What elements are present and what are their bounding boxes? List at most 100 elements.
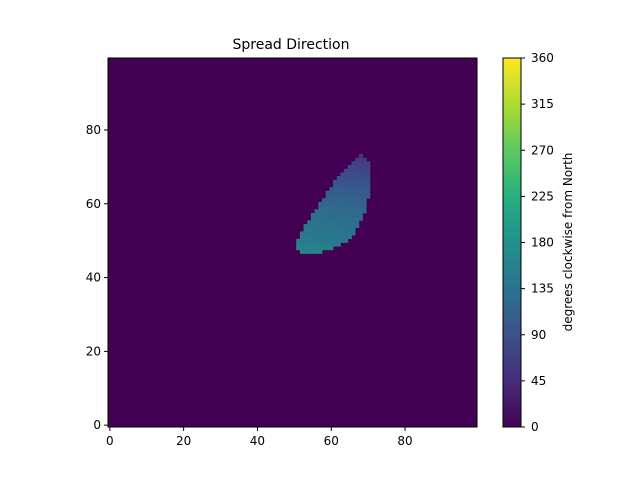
- colorbar-tick-label: 0: [531, 420, 539, 434]
- heatmap-cell: [325, 205, 330, 210]
- heatmap-cell: [333, 235, 338, 240]
- heatmap-cell: [362, 205, 367, 210]
- heatmap-cell: [318, 201, 323, 206]
- heatmap-cell: [333, 183, 338, 188]
- heatmap-cell: [336, 220, 341, 225]
- heatmap-cell: [347, 183, 352, 188]
- heatmap-cell: [355, 212, 360, 217]
- heatmap-cell: [355, 220, 360, 225]
- heatmap-cell: [314, 216, 319, 221]
- heatmap-cell: [307, 231, 312, 236]
- x-tick-label: 0: [106, 434, 114, 448]
- heatmap-cell: [314, 235, 319, 240]
- heatmap-cell: [344, 205, 349, 210]
- heatmap-cell: [347, 176, 352, 181]
- heatmap-cell: [347, 212, 352, 217]
- heatmap-cell: [336, 238, 341, 243]
- heatmap-cell: [329, 220, 334, 225]
- heatmap-cell: [307, 246, 312, 251]
- heatmap-cell: [307, 235, 312, 240]
- heatmap-cell: [358, 187, 363, 192]
- heatmap-cell: [336, 224, 341, 229]
- heatmap-cell: [299, 249, 304, 254]
- heatmap-cell: [322, 201, 327, 206]
- heatmap-cell: [344, 194, 349, 199]
- heatmap-cell: [355, 183, 360, 188]
- heatmap-cell: [325, 224, 330, 229]
- heatmap-cell: [344, 183, 349, 188]
- heatmap-cell: [347, 168, 352, 173]
- heatmap-cell: [347, 194, 352, 199]
- heatmap-cell: [355, 190, 360, 195]
- heatmap-cell: [347, 172, 352, 177]
- heatmap-cell: [310, 238, 315, 243]
- heatmap-cell: [351, 220, 356, 225]
- heatmap-cell: [362, 209, 367, 214]
- heatmap-cell: [340, 209, 345, 214]
- heatmap-cell: [362, 168, 367, 173]
- heatmap-cell: [340, 224, 345, 229]
- heatmap-cell: [310, 235, 315, 240]
- heatmap-cell: [358, 183, 363, 188]
- heatmap-cell: [366, 183, 371, 188]
- heatmap-cell: [336, 190, 341, 195]
- heatmap-cell: [351, 183, 356, 188]
- heatmap-cell: [344, 168, 349, 173]
- heatmap-cell: [340, 212, 345, 217]
- heatmap-cell: [303, 249, 308, 254]
- heatmap-cell: [355, 224, 360, 229]
- heatmap-cell: [318, 224, 323, 229]
- heatmap-cell: [362, 187, 367, 192]
- colorbar-tick-label: 225: [531, 189, 554, 203]
- heatmap-cell: [325, 238, 330, 243]
- heatmap-cell: [310, 249, 315, 254]
- heatmap-cell: [362, 176, 367, 181]
- heatmap-cell: [329, 198, 334, 203]
- heatmap-cell: [322, 216, 327, 221]
- x-tick-label: 60: [324, 434, 339, 448]
- heatmap-cell: [310, 246, 315, 251]
- heatmap-cell: [314, 231, 319, 236]
- heatmap-cell: [344, 198, 349, 203]
- heatmap-cell: [333, 194, 338, 199]
- heatmap-cell: [296, 242, 301, 247]
- heatmap-cell: [336, 205, 341, 210]
- heatmap-cell: [303, 224, 308, 229]
- heatmap-cell: [322, 235, 327, 240]
- heatmap-cell: [347, 205, 352, 210]
- heatmap-cell: [314, 212, 319, 217]
- heatmap-cell: [358, 176, 363, 181]
- heatmap-cell: [358, 168, 363, 173]
- heatmap-cell: [347, 165, 352, 169]
- heatmap-cell: [336, 179, 341, 184]
- heatmap-cell: [303, 235, 308, 240]
- colorbar-label: degrees clockwise from North: [561, 153, 575, 332]
- heatmap-cell: [314, 224, 319, 229]
- heatmap-cell: [340, 231, 345, 236]
- heatmap-cell: [355, 176, 360, 181]
- heatmap-cell: [347, 187, 352, 192]
- heatmap-cell: [322, 246, 327, 251]
- heatmap-cell: [351, 168, 356, 173]
- heatmap-cell: [314, 246, 319, 251]
- heatmap-cell: [318, 205, 323, 210]
- heatmap-cell: [366, 165, 371, 169]
- heatmap-cell: [351, 179, 356, 184]
- heatmap-cell: [355, 179, 360, 184]
- heatmap-cell: [366, 176, 371, 181]
- heatmap-cell: [355, 161, 360, 166]
- heatmap-cell: [329, 235, 334, 240]
- heatmap-cell: [336, 198, 341, 203]
- heatmap-cell: [307, 242, 312, 247]
- heatmap-cell: [340, 176, 345, 181]
- heatmap-cell: [325, 227, 330, 232]
- heatmap-cell: [347, 224, 352, 229]
- heatmap-cell: [336, 183, 341, 188]
- chart-title: Spread Direction: [233, 37, 350, 53]
- heatmap-cell: [351, 190, 356, 195]
- heatmap-cell: [310, 224, 315, 229]
- heatmap-cell: [347, 190, 352, 195]
- heatmap-cell: [344, 209, 349, 214]
- heatmap-cell: [333, 205, 338, 210]
- y-tick-label: 80: [86, 123, 101, 137]
